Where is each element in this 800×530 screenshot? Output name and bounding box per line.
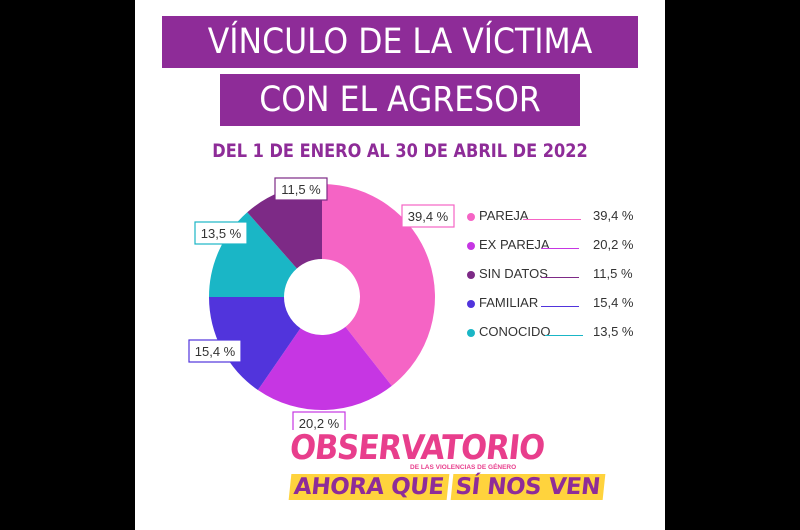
- logo-subtitle: DE LAS VIOLENCIAS DE GÉNERO: [410, 464, 517, 471]
- donut-chart: 39,4 % 20,2 % 15,4 % 13,5 % 11,5 %: [188, 177, 455, 430]
- data-label-pareja: 39,4 %: [401, 204, 455, 228]
- legend-leader-line: [541, 277, 579, 278]
- svg-text:15,4 %: 15,4 %: [195, 344, 236, 359]
- legend-value: 20,2 %: [593, 237, 634, 252]
- legend-swatch: [467, 300, 475, 308]
- title-line-2: CON EL AGRESOR: [220, 74, 580, 126]
- legend-item-pareja: PAREJA 39,4 %: [467, 208, 637, 228]
- legend-value: 13,5 %: [593, 324, 634, 339]
- legend-leader-line: [541, 248, 579, 249]
- legend-label: EX PAREJA: [479, 237, 550, 252]
- legend-label: FAMILIAR: [479, 295, 539, 310]
- logo-slogan: AHORA QUE SÍ NOS VEN: [288, 474, 606, 500]
- svg-text:11,5 %: 11,5 %: [281, 182, 321, 197]
- data-label-familiar: 15,4 %: [188, 339, 242, 363]
- legend-item-conocido: CONOCIDO 13,5 %: [467, 324, 637, 344]
- legend-label: CONOCIDO: [479, 324, 551, 339]
- legend-item-sin-datos: SIN DATOS 11,5 %: [467, 266, 637, 286]
- legend-swatch: [467, 271, 475, 279]
- title-line-1: VÍNCULO DE LA VÍCTIMA: [162, 16, 638, 68]
- legend-value: 15,4 %: [593, 295, 634, 310]
- svg-text:13,5 %: 13,5 %: [201, 226, 242, 241]
- legend-label: PAREJA: [479, 208, 529, 223]
- data-label-sin-datos: 11,5 %: [274, 177, 328, 201]
- legend-swatch: [467, 329, 475, 337]
- legend-leader-line: [545, 335, 583, 336]
- legend-item-ex-pareja: EX PAREJA 20,2 %: [467, 237, 637, 257]
- logo-slogan-part2: SÍ NOS VEN: [450, 474, 606, 500]
- legend-swatch: [467, 213, 475, 221]
- slice-pareja: [322, 184, 436, 386]
- infographic-card: VÍNCULO DE LA VÍCTIMA CON EL AGRESOR DEL…: [135, 0, 665, 530]
- slice-familiar: [209, 297, 301, 391]
- logo-title: OBSERVATORIO: [287, 428, 547, 468]
- legend-leader-line: [523, 219, 581, 220]
- svg-text:39,4 %: 39,4 %: [408, 209, 449, 224]
- data-label-conocido: 13,5 %: [194, 221, 248, 245]
- legend-leader-line: [541, 306, 579, 307]
- logo-slogan-part1: AHORA QUE: [288, 474, 449, 500]
- date-range-subtitle: DEL 1 DE ENERO AL 30 DE ABRIL DE 2022: [212, 140, 588, 162]
- slice-sin-datos: [247, 184, 322, 269]
- slice-ex-pareja: [257, 326, 392, 410]
- svg-text:20,2 %: 20,2 %: [299, 416, 340, 430]
- legend-value: 39,4 %: [593, 208, 634, 223]
- data-label-ex-pareja: 20,2 %: [292, 411, 346, 430]
- legend-value: 11,5 %: [593, 266, 633, 281]
- legend-label: SIN DATOS: [479, 266, 548, 281]
- legend-item-familiar: FAMILIAR 15,4 %: [467, 295, 637, 315]
- legend-swatch: [467, 242, 475, 250]
- observatorio-logo: OBSERVATORIO DE LAS VIOLENCIAS DE GÉNERO…: [288, 428, 606, 523]
